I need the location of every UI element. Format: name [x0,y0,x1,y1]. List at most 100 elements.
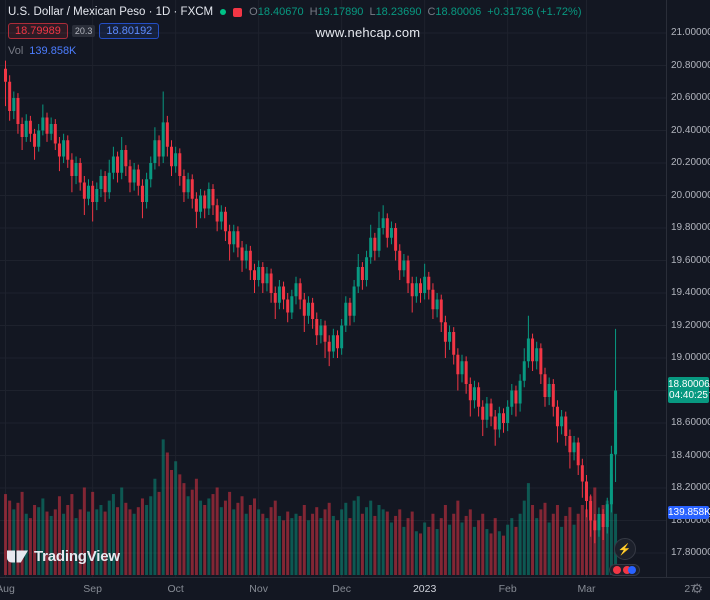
volume-bar [223,500,227,575]
candle-body [443,322,447,342]
candle-body [398,250,402,271]
volume-bar [211,494,215,575]
candle-body [49,124,53,134]
volume-bar [20,491,24,575]
lightning-icon[interactable]: ⚡ [613,538,636,560]
candle-body [62,140,66,157]
volume-bar [402,526,406,575]
candle-body [514,390,518,404]
candle-body [107,172,111,193]
volume-bar [232,509,236,575]
volume-bar [257,509,261,575]
volume-bar [66,505,70,575]
candle-body [502,413,505,423]
volume-bar [37,507,41,575]
last-price-value: 18.80006 [668,379,710,391]
candle-body [53,124,57,144]
candle-body [344,302,348,326]
sell-button[interactable]: 18.79989 [8,23,68,39]
volume-bar [419,533,422,575]
volume-bar [543,502,547,575]
volume-bar [435,529,439,575]
volume-bar [153,478,157,575]
candle-body [8,81,12,111]
volume-bar [41,498,45,575]
candle-body [601,514,605,527]
price-tick: 20.00000 [671,189,710,201]
spread-value: 20.3 [71,25,96,37]
volume-bar [111,494,115,575]
candle-body [439,299,443,323]
candlestick-chart[interactable] [0,0,666,577]
candle-body [145,179,149,202]
price-axis[interactable]: 18.80006 04:40:25 139.858K 21.00000 20.80… [666,0,710,577]
volume-bar [240,496,244,575]
volume-bar [485,529,489,575]
volume-bar [45,511,49,575]
tradingview-logo[interactable]: TradingView [7,548,120,565]
candle-body [456,354,460,375]
candle-body [414,283,418,297]
candle-body [33,133,37,147]
candle-body [178,153,182,176]
candle-body [522,361,526,381]
candle-body [103,176,107,193]
volume-bar [269,507,273,575]
candle-body [253,270,256,280]
open-label: O [249,6,258,18]
candle-body [311,302,315,319]
price-tick: 18.00000 [671,514,710,526]
candle-body [16,98,20,124]
volume-bar [174,461,178,575]
reactions-icon[interactable] [609,564,640,576]
candle-body [489,403,493,417]
volume-label[interactable]: Vol [8,45,24,57]
market-status-icon [220,9,227,15]
candle-body [78,163,82,183]
candle-body [435,299,439,310]
buy-button[interactable]: 18.80192 [99,23,160,39]
volume-bar [431,513,435,575]
volume-bar [49,515,53,575]
volume-bar [580,505,584,575]
volume-bar [522,500,526,575]
candle-body [373,237,377,251]
candle-body [265,273,269,284]
candle-body [161,122,165,157]
volume-bar [340,509,344,575]
volume-bar [398,509,402,575]
volume-bar [95,509,99,575]
volume-bar [410,511,414,575]
candle-body [215,205,219,222]
candle-body [232,231,236,245]
volume-bar [28,518,32,575]
volume-bar [423,522,427,575]
chart-pane[interactable]: www.nehcap.com U.S. Dollar / Mexican Pes… [0,0,666,577]
candle-body [41,117,45,131]
candle-body [406,260,410,284]
volume-bar [502,535,505,575]
candle-body [182,176,186,193]
volume-bar [116,507,120,575]
price-tick: 20.60000 [671,92,710,103]
volume-bar [53,509,57,575]
candle-body [327,341,331,352]
low-value: 18.23690 [375,6,422,18]
volume-bar [472,526,476,575]
candle-body [228,231,232,245]
candle-body [290,296,294,313]
candle-body [244,250,248,261]
candle-body [261,267,265,284]
candle-body [186,179,190,193]
volume-bar [24,513,28,575]
gear-icon[interactable]: ⚙ [691,581,703,596]
volume-bar [572,524,576,575]
candle-body [427,276,431,290]
time-tick: Dec [332,583,351,595]
candle-body [464,361,468,384]
volume-bar [597,518,601,575]
time-axis[interactable]: ⚙ Aug Sep Oct Nov Dec 2023 Feb Mar 27 [0,577,710,600]
candle-body [132,169,136,183]
symbol-title[interactable]: U.S. Dollar / Mexican Peso · 1D · FXCM [8,6,214,18]
volume-bar [497,531,501,575]
